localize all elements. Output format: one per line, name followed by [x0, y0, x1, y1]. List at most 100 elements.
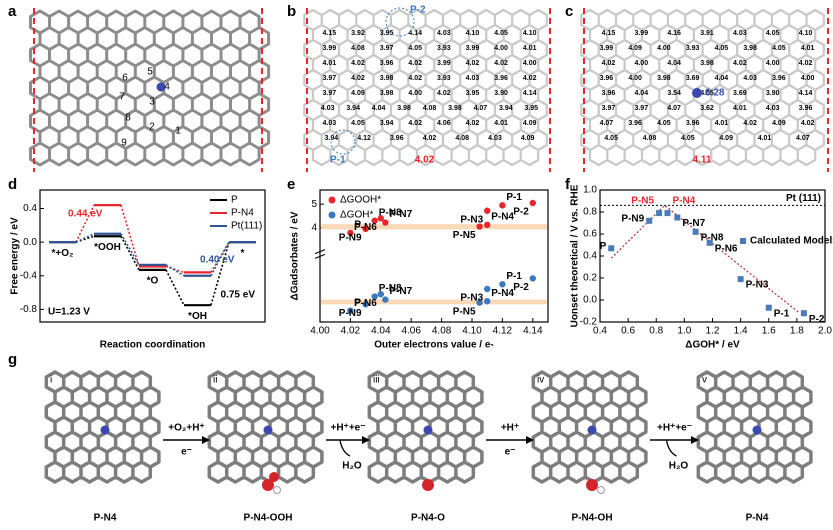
point-label: P-N8 — [701, 232, 724, 243]
charge-value: 4.15 — [602, 30, 616, 37]
point-label: P-N4 — [491, 288, 514, 299]
point — [499, 202, 506, 209]
panel-label: g — [8, 351, 17, 368]
charge-value: 3.98 — [380, 75, 394, 82]
x-tick-label: 1.4 — [734, 326, 748, 337]
nitrogen-site — [752, 425, 762, 435]
point — [362, 225, 369, 233]
site-ring — [330, 129, 356, 155]
reagent: +O₂+H⁺ — [168, 423, 204, 434]
x-axis-label: Reaction coordination — [100, 340, 206, 351]
charge-value: 4.03 — [323, 120, 337, 127]
charge-value: 4.03 — [488, 135, 502, 142]
charge-value: 4.02 — [743, 120, 757, 127]
x-tick-label: 4.10 — [462, 326, 482, 337]
product: H₂O — [342, 461, 362, 472]
legend-label: P — [231, 195, 238, 206]
charge-value: 3.96 — [686, 120, 700, 127]
site-label: P-1 — [330, 155, 346, 166]
point-label: P-N9 — [339, 308, 362, 319]
panel-label: e — [287, 176, 295, 193]
point-label: P-N3 — [460, 293, 483, 304]
point — [476, 299, 483, 306]
panel-label: b — [287, 3, 296, 20]
charge-value: 4.14 — [799, 90, 813, 97]
y-tick-label: 0.0 — [583, 295, 597, 306]
point-label: P-N4 — [673, 196, 696, 207]
connector — [165, 264, 185, 277]
step-numeral: iii — [373, 375, 380, 386]
charge-value: 4.05 — [351, 120, 365, 127]
x-tick-label: 0.6 — [621, 326, 635, 337]
structure-name: P-N4-OH — [571, 513, 612, 524]
charge-value: 4.00 — [494, 45, 508, 52]
plot-frame — [39, 189, 266, 323]
point — [765, 304, 772, 311]
charge-value: 4.05 — [766, 30, 780, 37]
point — [371, 293, 378, 300]
state-label: *OOH — [94, 242, 121, 253]
charge-value: 3.92 — [351, 30, 365, 37]
x-tick-label: 4.12 — [493, 326, 513, 337]
point — [529, 199, 536, 207]
panel-label: f — [565, 176, 571, 193]
step-numeral: v — [702, 375, 707, 386]
point — [484, 207, 491, 214]
annotation: 0.75 eV — [221, 290, 256, 301]
x-tick-label: 1.6 — [762, 326, 776, 337]
x-tick-label: 1.2 — [706, 326, 720, 337]
charge-value: 3.69 — [733, 90, 747, 97]
point-label: P-2 — [809, 314, 825, 325]
highlight-value: 4.02 — [415, 155, 435, 166]
y-tick-label: 0.0 — [23, 237, 37, 248]
point-label: P-N5 — [453, 306, 476, 317]
hydrogen-atom — [597, 486, 605, 494]
charge-value: 4.04 — [634, 90, 648, 97]
charge-value: 3.98 — [700, 60, 714, 67]
charge-value: 4.06 — [437, 120, 451, 127]
charge-value: 4.07 — [796, 135, 810, 142]
charge-value: 4.02 — [466, 60, 480, 67]
axis-break — [314, 249, 326, 259]
charge-value: 4.03 — [733, 30, 747, 37]
charge-value: 4.04 — [715, 75, 729, 82]
point — [737, 276, 744, 283]
state-label: * — [241, 248, 245, 259]
site-label: 6 — [122, 73, 128, 84]
point-label: P-N5 — [453, 230, 476, 241]
x-tick-label: 0.8 — [649, 326, 663, 337]
product: e⁻ — [505, 447, 516, 458]
charge-value: 4.15 — [323, 30, 337, 37]
x-tick-label: 2.0 — [818, 326, 832, 337]
charge-value: 3.96 — [799, 105, 813, 112]
plot-frame — [599, 189, 826, 323]
point-label: P-N7 — [389, 286, 412, 297]
site-label: 3 — [149, 97, 155, 108]
charge-value: 4.00 — [628, 75, 642, 82]
site-ring — [385, 7, 415, 37]
lattice — [580, 8, 825, 167]
structure-name: P-N4 — [94, 513, 117, 524]
step-numeral: iv — [537, 375, 544, 386]
charge-value: 4.02 — [733, 60, 747, 67]
annotation: 0.40 eV — [200, 255, 235, 266]
point-label: P-1 — [506, 192, 522, 203]
charge-value: 4.02 — [602, 60, 616, 67]
lattice — [696, 370, 813, 484]
nitrogen-site — [100, 425, 110, 435]
point — [371, 217, 378, 224]
x-tick-label: 0.4 — [593, 326, 607, 337]
charge-value: 4.02 — [494, 60, 508, 67]
x-tick-label: 1.0 — [677, 326, 691, 337]
x-tick-label: 1.8 — [790, 326, 804, 337]
point-label: P-N5 — [631, 196, 654, 207]
charge-value: 4.00 — [634, 60, 648, 67]
reagent: +H⁺+e⁻ — [657, 423, 692, 434]
x-tick-label: 4.00 — [310, 326, 330, 337]
x-tick-label: 4.04 — [371, 326, 391, 337]
connector — [120, 235, 140, 271]
point-label: P — [354, 297, 361, 308]
charge-value: 3.96 — [772, 75, 786, 82]
charge-value: 4.12 — [357, 135, 371, 142]
